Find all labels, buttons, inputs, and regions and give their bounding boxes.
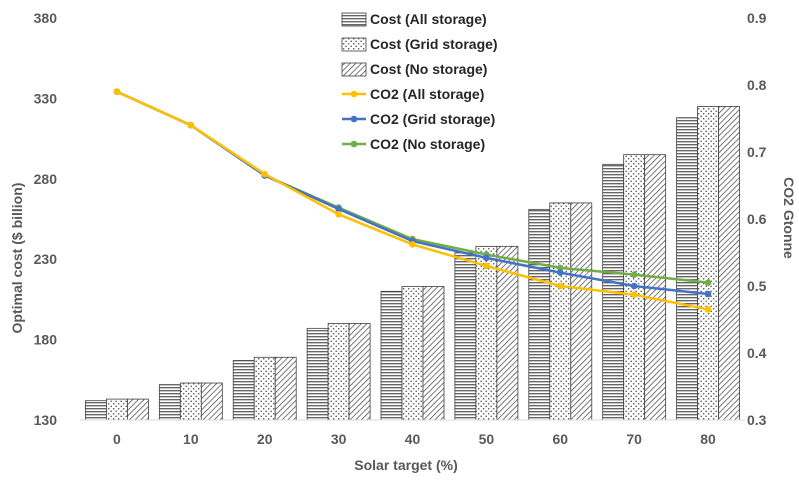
legend: Cost (All storage) Cost (Grid storage) Cos… [341,11,498,152]
point-co2-all-storage--50 [483,262,490,270]
bar-dots-80 [697,106,719,421]
point-co2-all-storage--0 [113,88,121,95]
bar-diagonal-lines-10 [200,382,223,421]
point-co2-all-storage--60 [556,282,564,290]
y2-tick-label: 0.5 [747,278,767,294]
y-tick-label: 280 [34,171,58,187]
bar-horizontal-lines-20 [232,360,255,421]
x-tick-label: 50 [479,431,495,447]
bar-horizontal-lines-10 [158,384,181,421]
point-co2-all-storage--10 [187,121,195,129]
y2-tick-label: 0.3 [747,412,767,428]
point-co2-all-storage--40 [409,241,416,248]
y-axis-left-title: Optimal cost ($ billion) [9,183,25,334]
bar-diagonal-lines-80 [718,106,740,421]
x-tick-label: 40 [405,431,421,447]
x-tick-label: 60 [552,431,568,447]
legend-swatch-marker [350,90,358,98]
point-co2-no-storage--70 [630,271,638,278]
bar-diagonal-lines-60 [570,202,593,421]
x-tick-label: 0 [113,431,121,447]
line-series-group [113,88,712,313]
legend-swatch-marker [350,115,358,123]
legend-label: Cost (All storage) [370,11,487,27]
bar-horizontal-lines-60 [528,208,551,421]
bar-dots-0 [106,398,128,421]
legend-swatch-dots [341,37,367,52]
y-tick-label: 180 [34,332,58,348]
bar-dots-10 [179,382,202,421]
x-axis-ticks: 0 10 20 30 40 50 60 70 80 [113,431,716,447]
y-tick-label: 130 [34,412,58,428]
bar-horizontal-lines-30 [306,327,329,421]
bar-diagonal-lines-40 [422,286,445,421]
point-co2-grid-storage--60 [556,269,564,276]
legend-swatch-horizontal-lines [341,12,367,27]
x-tick-label: 20 [257,431,273,447]
point-co2-no-storage--60 [556,264,564,272]
bar-diagonal-lines-20 [274,356,297,421]
bar-horizontal-lines-80 [676,117,698,421]
y2-tick-label: 0.4 [747,345,767,361]
y-axis-right-title: CO2 Gtonne [781,177,797,259]
y-tick-label: 330 [34,90,58,106]
point-co2-grid-storage--30 [335,205,342,213]
point-co2-all-storage--20 [261,170,269,178]
bar-diagonal-lines-30 [348,323,371,421]
y-tick-label: 230 [34,251,58,267]
bar-dots-50 [475,245,498,421]
bar-diagonal-lines-0 [127,398,149,421]
bar-horizontal-lines-0 [85,400,107,421]
point-co2-all-storage--30 [335,211,342,218]
legend-label: Cost (Grid storage) [370,36,498,52]
y-tick-label: 380 [34,10,58,26]
bar-dots-30 [327,323,350,421]
x-tick-label: 30 [331,431,347,447]
legend-label: CO2 (Grid storage) [370,111,495,127]
y-axis-right-ticks: 0.3 0.4 0.5 0.6 0.7 0.8 0.9 [747,10,767,428]
y-axis-left-ticks: 130 180 230 280 330 380 [34,10,58,428]
point-co2-no-storage--80 [704,279,712,286]
bar-horizontal-lines-40 [380,290,403,421]
legend-label: CO2 (No storage) [370,136,485,152]
y2-tick-label: 0.8 [747,77,767,93]
point-co2-all-storage--80 [704,306,712,313]
x-tick-label: 70 [626,431,642,447]
legend-label: Cost (No storage) [370,61,487,77]
bar-series-group [85,106,740,421]
legend-label: CO2 (All storage) [370,86,484,102]
legend-swatch-diagonal-lines [341,62,367,77]
x-axis-title: Solar target (%) [354,457,457,473]
x-tick-label: 80 [700,431,716,447]
legend-swatch-marker [350,140,358,148]
point-co2-grid-storage--70 [630,282,638,290]
bar-dots-60 [549,202,572,421]
point-co2-grid-storage--80 [704,290,712,298]
bar-horizontal-lines-50 [454,252,477,421]
bar-dots-20 [253,356,276,421]
bar-dots-40 [401,286,424,421]
y2-tick-label: 0.7 [747,144,767,160]
y2-tick-label: 0.6 [747,211,767,227]
x-tick-label: 10 [183,431,199,447]
point-co2-all-storage--70 [630,291,638,299]
point-co2-grid-storage--50 [483,254,490,262]
y2-tick-label: 0.9 [747,10,767,26]
